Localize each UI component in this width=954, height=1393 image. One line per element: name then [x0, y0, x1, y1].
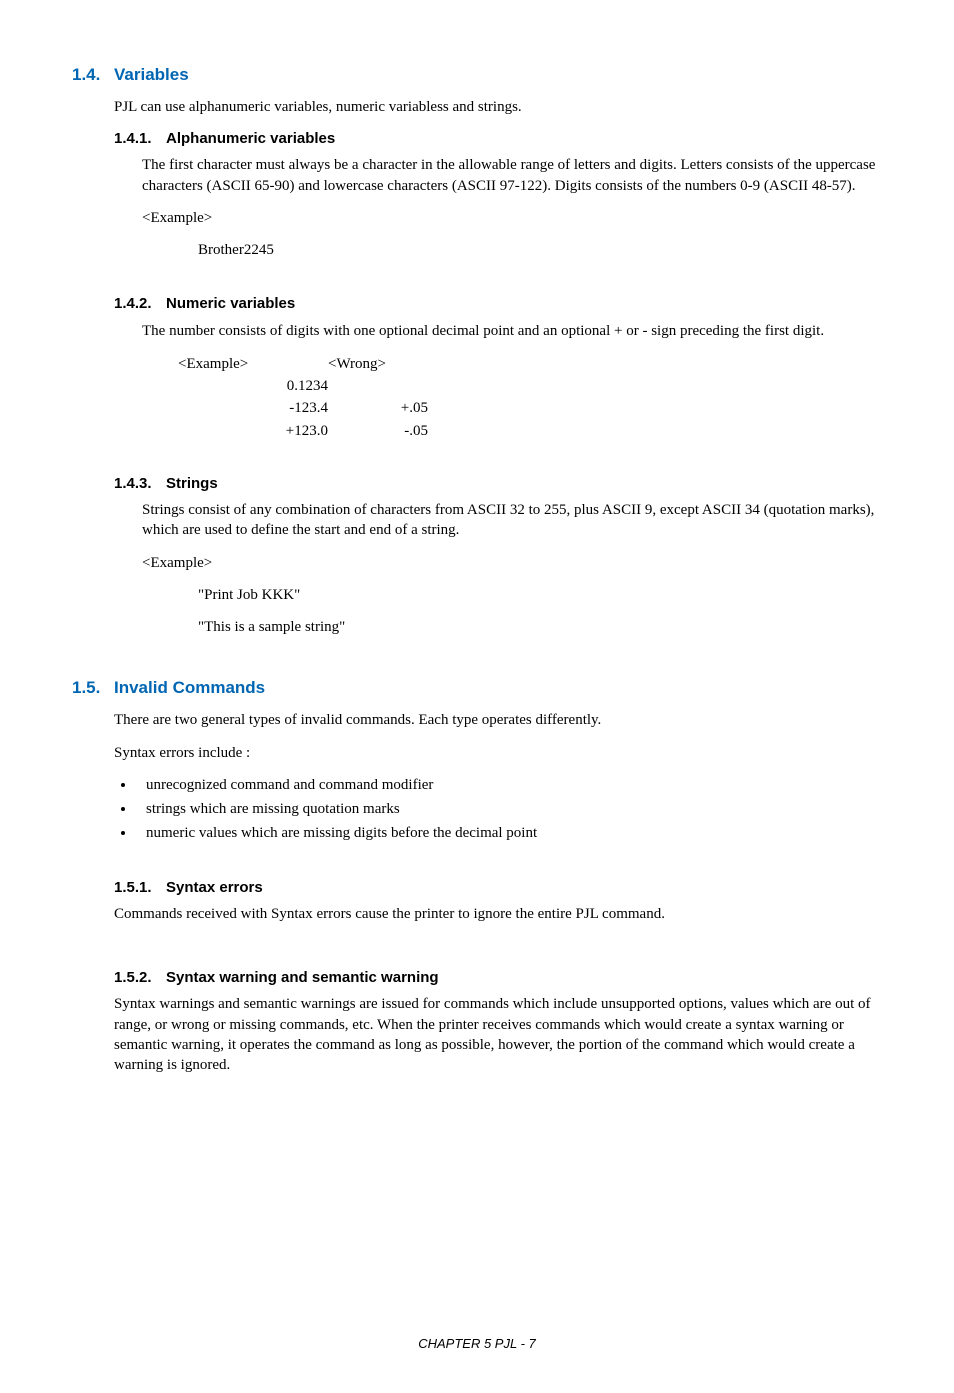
section-1-5-2-para: Syntax warnings and semantic warnings ar… — [114, 994, 882, 1075]
section-1-5-intro2: Syntax errors include : — [114, 743, 882, 763]
heading-1-5-2-num: 1.5.2. — [114, 968, 166, 988]
heading-1-4: 1.4.Variables — [72, 64, 882, 87]
numeric-example-table: <Example> <Wrong> 0.1234 -123.4 +.05 +12… — [178, 353, 428, 442]
section-1-4-2-para: The number consists of digits with one o… — [142, 321, 882, 341]
section-1-4-2-body: The number consists of digits with one o… — [142, 321, 882, 442]
heading-1-4-2-num: 1.4.2. — [114, 294, 166, 314]
syntax-errors-list: unrecognized command and command modifie… — [114, 775, 882, 844]
table-row: 0.1234 — [178, 375, 428, 397]
heading-1-5-num: 1.5. — [72, 677, 114, 700]
section-1-4-body: PJL can use alphanumeric variables, nume… — [114, 97, 882, 638]
table-cell: -123.4 — [178, 397, 328, 419]
table-cell — [328, 375, 428, 397]
table-header-wrong: <Wrong> — [328, 353, 428, 375]
heading-1-4-title: Variables — [114, 65, 189, 84]
section-1-5-body: There are two general types of invalid c… — [114, 710, 882, 1075]
table-row: <Example> <Wrong> — [178, 353, 428, 375]
heading-1-5-1-title: Syntax errors — [166, 879, 263, 896]
table-row: -123.4 +.05 — [178, 397, 428, 419]
page-footer: CHAPTER 5 PJL - 7 — [72, 1335, 882, 1353]
section-1-4-intro: PJL can use alphanumeric variables, nume… — [114, 97, 882, 117]
section-1-4-3-para: Strings consist of any combination of ch… — [142, 500, 882, 541]
section-1-4-3-example-label: <Example> — [142, 553, 882, 573]
heading-1-4-3: 1.4.3.Strings — [114, 474, 882, 494]
heading-1-4-1-title: Alphanumeric variables — [166, 130, 335, 147]
table-cell: -.05 — [328, 420, 428, 442]
section-1-4-3-ex2: "This is a sample string" — [198, 617, 882, 637]
heading-1-4-2-title: Numeric variables — [166, 295, 295, 312]
list-item: strings which are missing quotation mark… — [136, 799, 882, 819]
table-header-example: <Example> — [178, 353, 328, 375]
table-cell: 0.1234 — [178, 375, 328, 397]
heading-1-4-2: 1.4.2.Numeric variables — [114, 294, 882, 314]
table-cell: +123.0 — [178, 420, 328, 442]
heading-1-5-1: 1.5.1.Syntax errors — [114, 878, 882, 898]
heading-1-4-1: 1.4.1.Alphanumeric variables — [114, 129, 882, 149]
table-row: +123.0 -.05 — [178, 420, 428, 442]
heading-1-5-2-title: Syntax warning and semantic warning — [166, 969, 439, 986]
list-item: unrecognized command and command modifie… — [136, 775, 882, 795]
section-1-5-intro1: There are two general types of invalid c… — [114, 710, 882, 730]
section-1-4-1-example-value: Brother2245 — [198, 240, 882, 260]
section-1-4-3-body: Strings consist of any combination of ch… — [142, 500, 882, 637]
heading-1-5-title: Invalid Commands — [114, 678, 265, 697]
section-1-5-1-para: Commands received with Syntax errors cau… — [114, 904, 882, 924]
heading-1-4-3-num: 1.4.3. — [114, 474, 166, 494]
section-1-4-1-body: The first character must always be a cha… — [142, 155, 882, 260]
section-1-4-3-ex1: "Print Job KKK" — [198, 585, 882, 605]
list-item: numeric values which are missing digits … — [136, 823, 882, 843]
heading-1-4-1-num: 1.4.1. — [114, 129, 166, 149]
heading-1-5-2: 1.5.2.Syntax warning and semantic warnin… — [114, 968, 882, 988]
table-cell: +.05 — [328, 397, 428, 419]
section-1-4-1-example-label: <Example> — [142, 208, 882, 228]
heading-1-5-1-num: 1.5.1. — [114, 878, 166, 898]
heading-1-5: 1.5.Invalid Commands — [72, 677, 882, 700]
heading-1-4-num: 1.4. — [72, 64, 114, 87]
section-1-4-1-para: The first character must always be a cha… — [142, 155, 882, 196]
heading-1-4-3-title: Strings — [166, 475, 218, 492]
